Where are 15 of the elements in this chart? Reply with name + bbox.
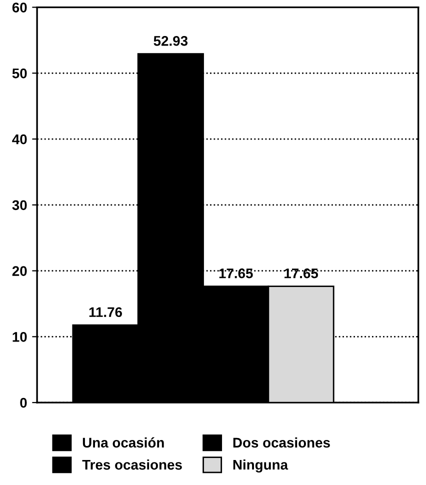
legend-label: Una ocasión <box>82 437 164 448</box>
data-label: 52.93 <box>154 36 188 46</box>
y-tick-label: 0 <box>20 398 27 408</box>
y-tick-label: 30 <box>12 200 27 210</box>
y-tick-label: 60 <box>12 2 27 12</box>
y-tick-label: 10 <box>12 332 27 342</box>
legend-label: Tres ocasiones <box>82 459 182 470</box>
y-tick-label: 20 <box>12 266 27 276</box>
y-tick-label: 50 <box>12 68 27 78</box>
y-tick-label: 40 <box>12 134 27 144</box>
legend-label: Dos ocasiones <box>233 437 330 448</box>
data-label: 17.65 <box>219 268 253 278</box>
data-label: 17.65 <box>284 268 318 278</box>
data-label: 11.76 <box>89 307 122 318</box>
legend-label: Ninguna <box>233 459 288 472</box>
